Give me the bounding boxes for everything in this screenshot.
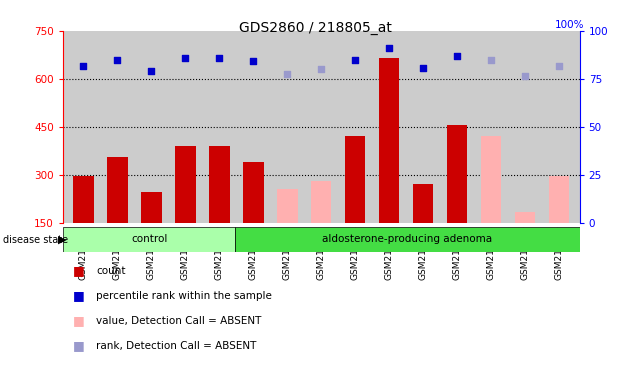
Text: GDS2860 / 218805_at: GDS2860 / 218805_at <box>239 21 391 35</box>
Bar <box>243 162 263 223</box>
Text: ▶: ▶ <box>58 235 66 245</box>
Bar <box>175 146 195 223</box>
Text: control: control <box>131 234 168 244</box>
Point <box>554 63 564 69</box>
Point <box>486 56 496 63</box>
Bar <box>235 227 580 252</box>
Bar <box>141 192 161 223</box>
Text: ■: ■ <box>72 339 84 352</box>
Point <box>214 55 224 61</box>
Bar <box>277 189 297 223</box>
Bar <box>311 181 331 223</box>
Bar <box>549 176 570 223</box>
Bar <box>379 58 399 223</box>
Text: disease state: disease state <box>3 235 68 245</box>
Bar <box>209 146 229 223</box>
Text: aldosterone-producing adenoma: aldosterone-producing adenoma <box>323 234 493 244</box>
Point <box>316 66 326 72</box>
Bar <box>515 212 535 223</box>
Text: rank, Detection Call = ABSENT: rank, Detection Call = ABSENT <box>96 341 257 351</box>
Point <box>146 68 156 74</box>
Point <box>452 53 462 60</box>
Bar <box>345 136 365 223</box>
Point <box>78 63 88 69</box>
Text: ■: ■ <box>72 314 84 327</box>
Point <box>418 65 428 71</box>
Point <box>520 73 530 79</box>
Point <box>248 58 258 64</box>
Point <box>282 71 292 77</box>
Text: 100%: 100% <box>555 20 585 30</box>
Text: value, Detection Call = ABSENT: value, Detection Call = ABSENT <box>96 316 262 326</box>
Point <box>180 55 190 61</box>
Text: ■: ■ <box>72 264 84 277</box>
Bar <box>107 157 127 223</box>
Text: ■: ■ <box>72 289 84 302</box>
Text: percentile rank within the sample: percentile rank within the sample <box>96 291 272 301</box>
Bar <box>63 227 235 252</box>
Bar <box>413 184 433 223</box>
Bar <box>447 125 467 223</box>
Point <box>384 45 394 51</box>
Point <box>112 56 122 63</box>
Point <box>350 56 360 63</box>
Bar <box>73 176 94 223</box>
Bar <box>481 136 501 223</box>
Text: count: count <box>96 266 126 276</box>
